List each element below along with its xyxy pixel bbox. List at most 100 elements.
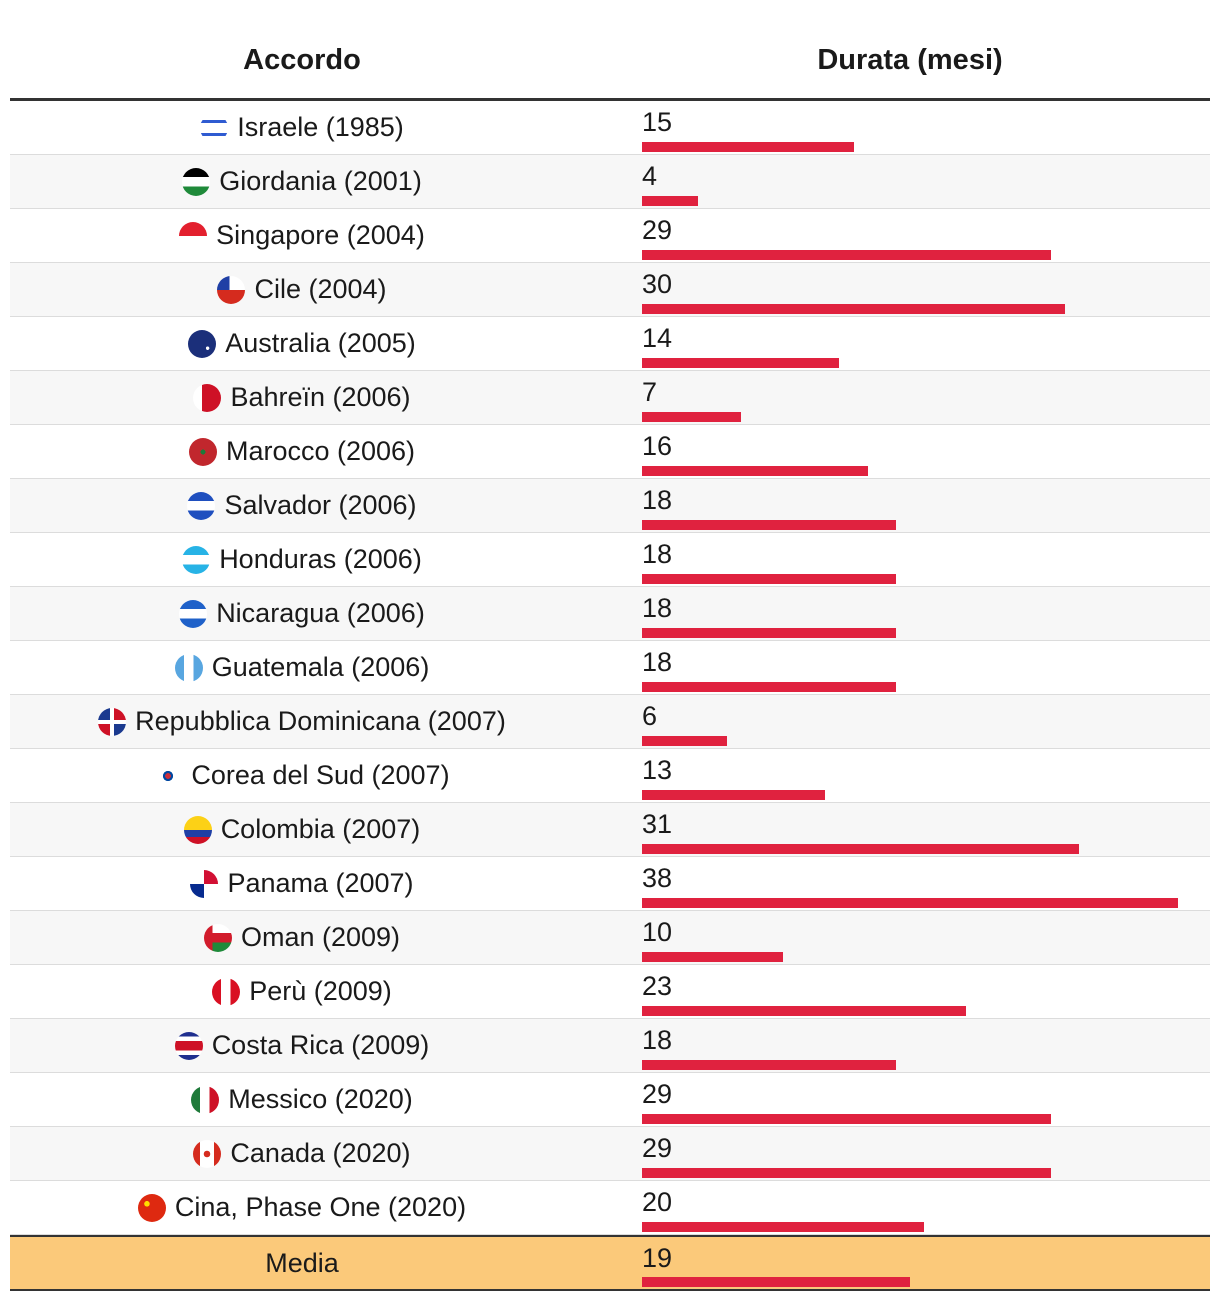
duration-bar (642, 412, 741, 422)
agreement-cell: Guatemala (2006) (10, 641, 594, 694)
agreement-cell: Australia (2005) (10, 317, 594, 370)
agreement-label: Canada (2020) (230, 1138, 411, 1168)
duration-value-label: 6 (642, 701, 658, 731)
agreement-cell: Israele (1985) (10, 101, 594, 154)
agreement-cell: Messico (2020) (10, 1073, 594, 1126)
flag-singapore-icon (179, 221, 208, 250)
agreement-label: Marocco (2006) (225, 436, 416, 466)
table-row: Panama (2007) 38 (10, 857, 1210, 911)
agreement-cell: Oman (2009) (10, 911, 594, 964)
duration-bar (642, 628, 896, 638)
duration-bar (642, 1168, 1052, 1178)
duration-value-label: 18 (642, 539, 673, 569)
agreement-label: Repubblica Dominicana (2007) (135, 706, 506, 736)
flag-bahrain-icon (193, 383, 222, 412)
average-value-label: 19 (642, 1243, 673, 1273)
duration-bar (642, 304, 1066, 314)
table-header: Accordo Durata (mesi) (10, 0, 1210, 101)
flag-morocco-icon (188, 437, 217, 466)
table-row: Repubblica Dominicana (2007) 6 (10, 695, 1210, 749)
duration-value-label: 7 (642, 377, 658, 407)
duration-bar (642, 1222, 925, 1232)
duration-bar (642, 1006, 967, 1016)
flag-australia-icon (188, 329, 217, 358)
flag-oman-icon (203, 923, 232, 952)
duration-value-label: 16 (642, 431, 673, 461)
duration-bar (642, 142, 854, 152)
duration-value-label: 18 (642, 647, 673, 677)
agreement-cell: Costa Rica (2009) (10, 1019, 594, 1072)
table-row: Messico (2020) 29 (10, 1073, 1210, 1127)
duration-value-label: 4 (642, 161, 658, 191)
duration-bar (642, 736, 727, 746)
agreement-cell: Media (10, 1237, 594, 1289)
agreement-cell: Perù (2009) (10, 965, 594, 1018)
flag-el-salvador-icon (187, 491, 216, 520)
flag-colombia-icon (183, 815, 212, 844)
agreement-cell: Panama (2007) (10, 857, 594, 910)
flag-jordan-icon (182, 167, 211, 196)
table-row: Colombia (2007) 31 (10, 803, 1210, 857)
agreement-cell: Honduras (2006) (10, 533, 594, 586)
duration-value-label: 29 (642, 215, 673, 245)
table-row: Australia (2005) 14 (10, 317, 1210, 371)
agreement-label: Panama (2007) (227, 868, 414, 898)
flag-panama-icon (190, 869, 219, 898)
table-row: Cile (2004) 30 (10, 263, 1210, 317)
average-bar (642, 1277, 910, 1287)
duration-bar (642, 250, 1052, 260)
flag-dominican-republic-icon (98, 707, 127, 736)
table-row: Israele (1985) 15 (10, 101, 1210, 155)
column-header-accordo: Accordo (243, 44, 361, 76)
agreement-cell: Singapore (2004) (10, 209, 594, 262)
agreement-label: Honduras (2006) (219, 544, 422, 574)
duration-bar (642, 1060, 896, 1070)
table-row: Bahreïn (2006) 7 (10, 371, 1210, 425)
duration-value-label: 18 (642, 1025, 673, 1055)
flag-chile-icon (217, 275, 246, 304)
table-row: Corea del Sud (2007) 13 (10, 749, 1210, 803)
agreement-cell: Corea del Sud (2007) (10, 749, 594, 802)
duration-value-label: 23 (642, 971, 673, 1001)
agreement-label: Salvador (2006) (224, 490, 417, 520)
table-row: Guatemala (2006) 18 (10, 641, 1210, 695)
agreement-label: Singapore (2004) (216, 220, 425, 250)
duration-bar (642, 196, 699, 206)
column-header-durata: Durata (mesi) (817, 44, 1003, 76)
table-row: Nicaragua (2006) 18 (10, 587, 1210, 641)
flag-guatemala-icon (174, 653, 203, 682)
duration-value-label: 18 (642, 593, 673, 623)
flag-honduras-icon (182, 545, 211, 574)
flag-peru-icon (212, 977, 241, 1006)
duration-bar (642, 898, 1178, 908)
table-row: Marocco (2006) 16 (10, 425, 1210, 479)
agreement-cell: Repubblica Dominicana (2007) (10, 695, 594, 748)
agreement-cell: Bahreïn (2006) (10, 371, 594, 424)
duration-bar (642, 790, 826, 800)
agreement-label: Israele (1985) (237, 112, 404, 142)
flag-south-korea-icon (154, 761, 183, 790)
agreement-cell: Nicaragua (2006) (10, 587, 594, 640)
agreement-label: Oman (2009) (240, 922, 401, 952)
duration-bar (642, 952, 784, 962)
agreement-label: Costa Rica (2009) (211, 1030, 430, 1060)
table-row: Honduras (2006) 18 (10, 533, 1210, 587)
agreement-label: Australia (2005) (225, 328, 416, 358)
agreement-label: Messico (2020) (228, 1084, 413, 1114)
duration-bar (642, 466, 868, 476)
agreement-cell: Marocco (2006) (10, 425, 594, 478)
agreement-label: Guatemala (2006) (211, 652, 430, 682)
duration-value-label: 20 (642, 1187, 673, 1217)
flag-china-icon (137, 1193, 166, 1222)
duration-bar (642, 358, 840, 368)
agreement-cell: Salvador (2006) (10, 479, 594, 532)
agreement-cell: Cina, Phase One (2020) (10, 1181, 594, 1234)
table-row: Giordania (2001) 4 (10, 155, 1210, 209)
duration-value-label: 15 (642, 107, 673, 137)
duration-bar (642, 844, 1080, 854)
agreement-cell: Colombia (2007) (10, 803, 594, 856)
flag-mexico-icon (191, 1085, 220, 1114)
average-row: Media 19 (10, 1235, 1210, 1291)
agreement-label: Corea del Sud (2007) (191, 760, 450, 790)
duration-value-label: 13 (642, 755, 673, 785)
